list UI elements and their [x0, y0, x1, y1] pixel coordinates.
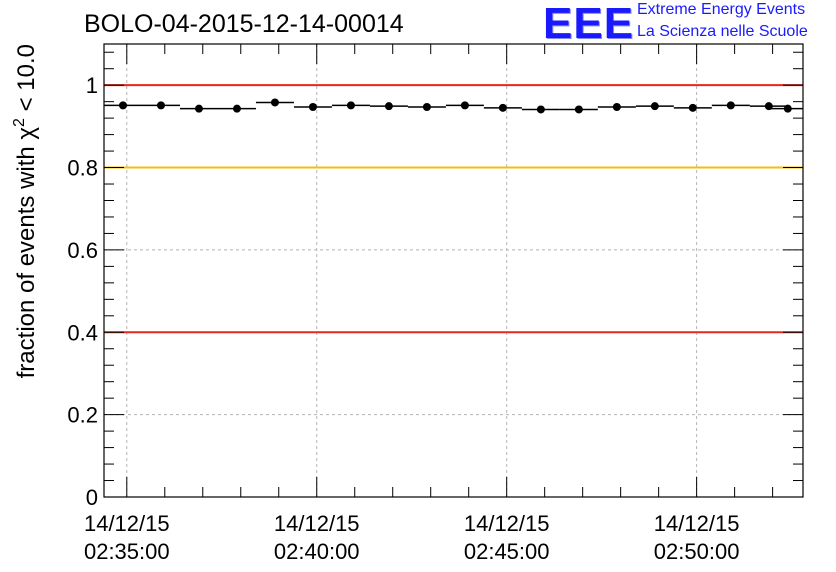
data-point: [384, 102, 393, 111]
x-tick-label-date: 14/12/15: [654, 511, 740, 536]
grid: [104, 44, 803, 497]
y-axis: 0 0.2 0.4 0.6 0.8 1: [67, 51, 803, 510]
data-point: [650, 102, 659, 111]
data-point: [783, 104, 792, 113]
y-label-sup: 2: [11, 118, 28, 127]
data-point: [612, 103, 621, 112]
x-tick-label-time: 02:40:00: [274, 539, 360, 564]
y-tick-label: 0: [86, 485, 98, 510]
y-tick-label: 0.4: [67, 320, 98, 345]
data-point: [726, 101, 735, 110]
data-point: [118, 101, 127, 110]
y-axis-label-text: fraction of events with χ2 < 10.0: [11, 44, 40, 378]
plot-border: [103, 43, 804, 498]
x-axis: 14/12/15 02:35:00 14/12/15 02:40:00 14/12/15…: [84, 44, 774, 564]
y-tick-label: 1: [86, 73, 98, 98]
logo-line-2: La Scienza nelle Scuole: [637, 23, 808, 40]
y-tick-label: 0.6: [67, 238, 98, 263]
logo-line-1: Extreme Energy Events: [637, 1, 806, 18]
data-points: [104, 98, 803, 114]
data-point: [194, 104, 203, 113]
data-point: [574, 105, 583, 114]
y-tick-label: 0.2: [67, 403, 98, 428]
y-label-main: fraction of events with: [13, 140, 40, 379]
x-tick-label-date: 14/12/15: [464, 511, 550, 536]
data-point: [308, 103, 317, 112]
x-tick-label-time: 02:45:00: [464, 539, 550, 564]
x-tick-label-date: 14/12/15: [274, 511, 360, 536]
data-point: [536, 105, 545, 114]
chart-title: BOLO-04-2015-12-14-00014: [84, 10, 404, 38]
x-tick-label-date: 14/12/15: [84, 511, 170, 536]
reference-lines: [104, 84, 803, 334]
data-point: [422, 103, 431, 112]
data-point: [156, 101, 165, 110]
data-point: [688, 103, 697, 112]
data-point: [232, 104, 241, 113]
eee-logo: EEE: [543, 0, 635, 48]
data-point: [498, 103, 507, 112]
y-tick-label: 0.8: [67, 156, 98, 181]
data-point: [270, 98, 279, 107]
y-label-chi: χ: [13, 127, 40, 140]
data-point: [346, 101, 355, 110]
x-tick-label-time: 02:35:00: [84, 539, 170, 564]
x-tick-label-time: 02:50:00: [654, 539, 740, 564]
y-axis-label: fraction of events with χ2 < 10.0: [11, 44, 40, 378]
data-point: [460, 101, 469, 110]
plot-frame: [103, 43, 804, 498]
y-label-tail: < 10.0: [13, 44, 40, 118]
